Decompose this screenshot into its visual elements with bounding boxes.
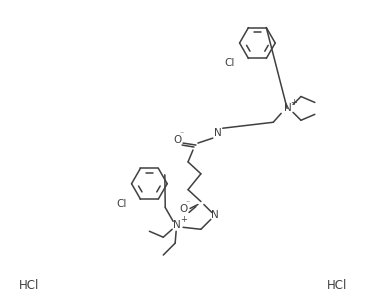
Text: Cl: Cl bbox=[117, 198, 127, 208]
Text: +: + bbox=[291, 98, 298, 107]
Text: Cl: Cl bbox=[225, 58, 235, 68]
Text: O: O bbox=[179, 205, 187, 215]
Text: ⁻: ⁻ bbox=[186, 198, 190, 207]
Text: N: N bbox=[284, 103, 292, 113]
Text: N: N bbox=[211, 210, 219, 220]
Text: HCl: HCl bbox=[327, 279, 347, 292]
Text: N: N bbox=[173, 220, 181, 230]
Text: HCl: HCl bbox=[19, 279, 40, 292]
Text: ⁻: ⁻ bbox=[180, 130, 184, 139]
Text: N: N bbox=[214, 128, 222, 138]
Text: +: + bbox=[181, 215, 188, 224]
Text: O: O bbox=[173, 135, 181, 145]
